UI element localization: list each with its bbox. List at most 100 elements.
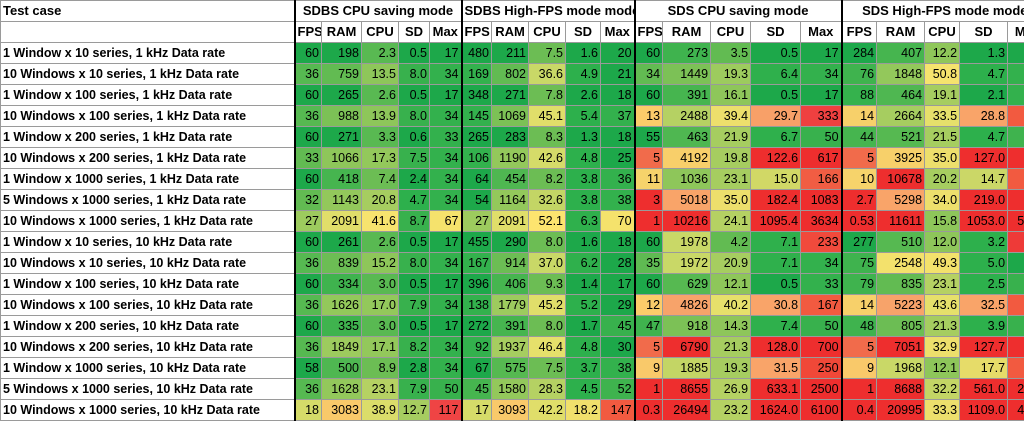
metric-cell-ram: 335 <box>322 316 362 337</box>
metric-cell-cpu: 2.6 <box>362 85 399 106</box>
metric-cell-max: 700 <box>801 337 842 358</box>
metric-cell-fps: 76 <box>842 64 877 85</box>
metric-cell-fps: 36 <box>295 295 322 316</box>
test-case-label: 10 Windows x 100 series, 1 kHz Data rate <box>1 106 295 127</box>
column-header-ram: RAM <box>663 22 711 43</box>
metric-cell-cpu: 16.1 <box>711 85 751 106</box>
metric-cell-ram: 1449 <box>663 64 711 85</box>
metric-cell-sd: 32.5 <box>960 295 1008 316</box>
metric-cell-fps: 36 <box>295 106 322 127</box>
metric-cell-ram: 1036 <box>663 169 711 190</box>
metric-cell-ram: 2091 <box>492 211 529 232</box>
metric-cell-ram: 464 <box>877 85 925 106</box>
test-case-label: 1 Window x 100 series, 10 kHz Data rate <box>1 274 295 295</box>
metric-cell-ram: 918 <box>663 316 711 337</box>
metric-cell-max: 34 <box>801 64 842 85</box>
metric-cell-ram: 261 <box>322 232 362 253</box>
metric-cell-sd: 12.7 <box>399 400 430 421</box>
metric-cell-cpu: 12.2 <box>925 43 960 64</box>
metric-cell-cpu: 45.1 <box>529 106 566 127</box>
metric-cell-cpu: 42.6 <box>529 148 566 169</box>
table-row: 10 Windows x 200 series, 10 kHz Data rat… <box>1 337 1024 358</box>
metric-cell-fps: 64 <box>462 169 492 190</box>
metric-cell-sd: 15.0 <box>751 169 801 190</box>
metric-cell-sd: 5.2 <box>566 295 601 316</box>
metric-cell-max: 17 <box>601 274 635 295</box>
metric-cell-max: 167 <box>801 295 842 316</box>
test-case-label: 5 Windows x 1000 series, 1 kHz Data rate <box>1 190 295 211</box>
test-case-label: 10 Windows x 200 series, 1 kHz Data rate <box>1 148 295 169</box>
metric-cell-ram: 629 <box>663 274 711 295</box>
metric-cell-max: 17 <box>430 316 462 337</box>
metric-cell-cpu: 38.9 <box>362 400 399 421</box>
metric-cell-sd: 7.1 <box>751 253 801 274</box>
metric-cell-cpu: 35.0 <box>711 190 751 211</box>
metric-cell-sd: 0.5 <box>751 85 801 106</box>
metric-cell-cpu: 21.5 <box>925 127 960 148</box>
metric-cell-cpu: 39.4 <box>711 106 751 127</box>
metric-cell-cpu: 3.5 <box>711 43 751 64</box>
metric-cell-ram: 802 <box>492 64 529 85</box>
metric-cell-sd: 2.1 <box>960 85 1008 106</box>
metric-cell-sd: 6.3 <box>566 211 601 232</box>
metric-cell-sd: 7.4 <box>751 316 801 337</box>
metric-cell-max: 53 <box>1008 127 1024 148</box>
metric-cell-max: 218 <box>1008 169 1024 190</box>
metric-cell-max: 29 <box>1008 253 1024 274</box>
metric-cell-cpu: 24.1 <box>711 211 751 232</box>
metric-cell-cpu: 7.8 <box>529 85 566 106</box>
metric-cell-sd: 5.4 <box>566 106 601 127</box>
metric-cell-fps: 14 <box>842 106 877 127</box>
metric-cell-cpu: 43.6 <box>925 295 960 316</box>
column-header-fps: FPS <box>635 22 663 43</box>
metric-cell-sd: 8.2 <box>399 337 430 358</box>
metric-cell-cpu: 21.3 <box>711 337 751 358</box>
metric-cell-ram: 1972 <box>663 253 711 274</box>
metric-cell-max: 6100 <box>801 400 842 421</box>
metric-cell-max: 37 <box>601 106 635 127</box>
metric-cell-max: 216 <box>1008 106 1024 127</box>
metric-cell-max: 17 <box>430 274 462 295</box>
test-case-label: 10 Windows x 200 series, 10 kHz Data rat… <box>1 337 295 358</box>
metric-cell-cpu: 23.1 <box>711 169 751 190</box>
metric-cell-sd: 0.5 <box>399 316 430 337</box>
table-row: 10 Windows x 1000 series, 10 kHz Data ra… <box>1 400 1024 421</box>
metric-cell-sd: 0.6 <box>399 127 430 148</box>
metric-cell-max: 29 <box>601 295 635 316</box>
test-case-label: 1 Window x 10 series, 10 kHz Data rate <box>1 232 295 253</box>
metric-cell-fps: 9 <box>635 358 663 379</box>
table-row: 10 Windows x 100 series, 10 kHz Data rat… <box>1 295 1024 316</box>
metric-cell-ram: 1885 <box>663 358 711 379</box>
metric-cell-ram: 4826 <box>663 295 711 316</box>
metric-cell-cpu: 35.0 <box>925 148 960 169</box>
metric-cell-cpu: 3.0 <box>362 316 399 337</box>
metric-cell-cpu: 15.8 <box>925 211 960 232</box>
metric-cell-max: 250 <box>801 358 842 379</box>
metric-cell-sd: 1.6 <box>566 43 601 64</box>
metric-cell-ram: 5223 <box>877 295 925 316</box>
metric-cell-sd: 1.4 <box>566 274 601 295</box>
metric-cell-max: 17 <box>430 232 462 253</box>
metric-cell-fps: 60 <box>635 232 663 253</box>
metric-cell-ram: 5018 <box>663 190 711 211</box>
metric-cell-max: 34 <box>430 295 462 316</box>
metric-cell-fps: 265 <box>462 127 492 148</box>
metric-cell-cpu: 20.9 <box>711 253 751 274</box>
metric-cell-ram: 2488 <box>663 106 711 127</box>
table-row: 10 Windows x 100 series, 1 kHz Data rate… <box>1 106 1024 127</box>
metric-cell-fps: 396 <box>462 274 492 295</box>
metric-cell-cpu: 3.3 <box>362 127 399 148</box>
metric-cell-fps: 36 <box>295 64 322 85</box>
metric-cell-fps: 272 <box>462 316 492 337</box>
metric-cell-max: 34 <box>430 253 462 274</box>
metric-cell-sd: 14.7 <box>960 169 1008 190</box>
metric-cell-fps: 5 <box>635 148 663 169</box>
metric-cell-sd: 28.8 <box>960 106 1008 127</box>
metric-cell-cpu: 36.6 <box>529 64 566 85</box>
metric-cell-cpu: 32.2 <box>925 379 960 400</box>
metric-cell-ram: 1626 <box>322 295 362 316</box>
column-header-fps: FPS <box>462 22 492 43</box>
metric-cell-max: 48 <box>1008 316 1024 337</box>
